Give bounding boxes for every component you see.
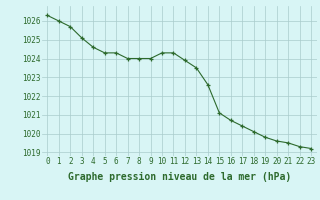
X-axis label: Graphe pression niveau de la mer (hPa): Graphe pression niveau de la mer (hPa) <box>68 172 291 182</box>
